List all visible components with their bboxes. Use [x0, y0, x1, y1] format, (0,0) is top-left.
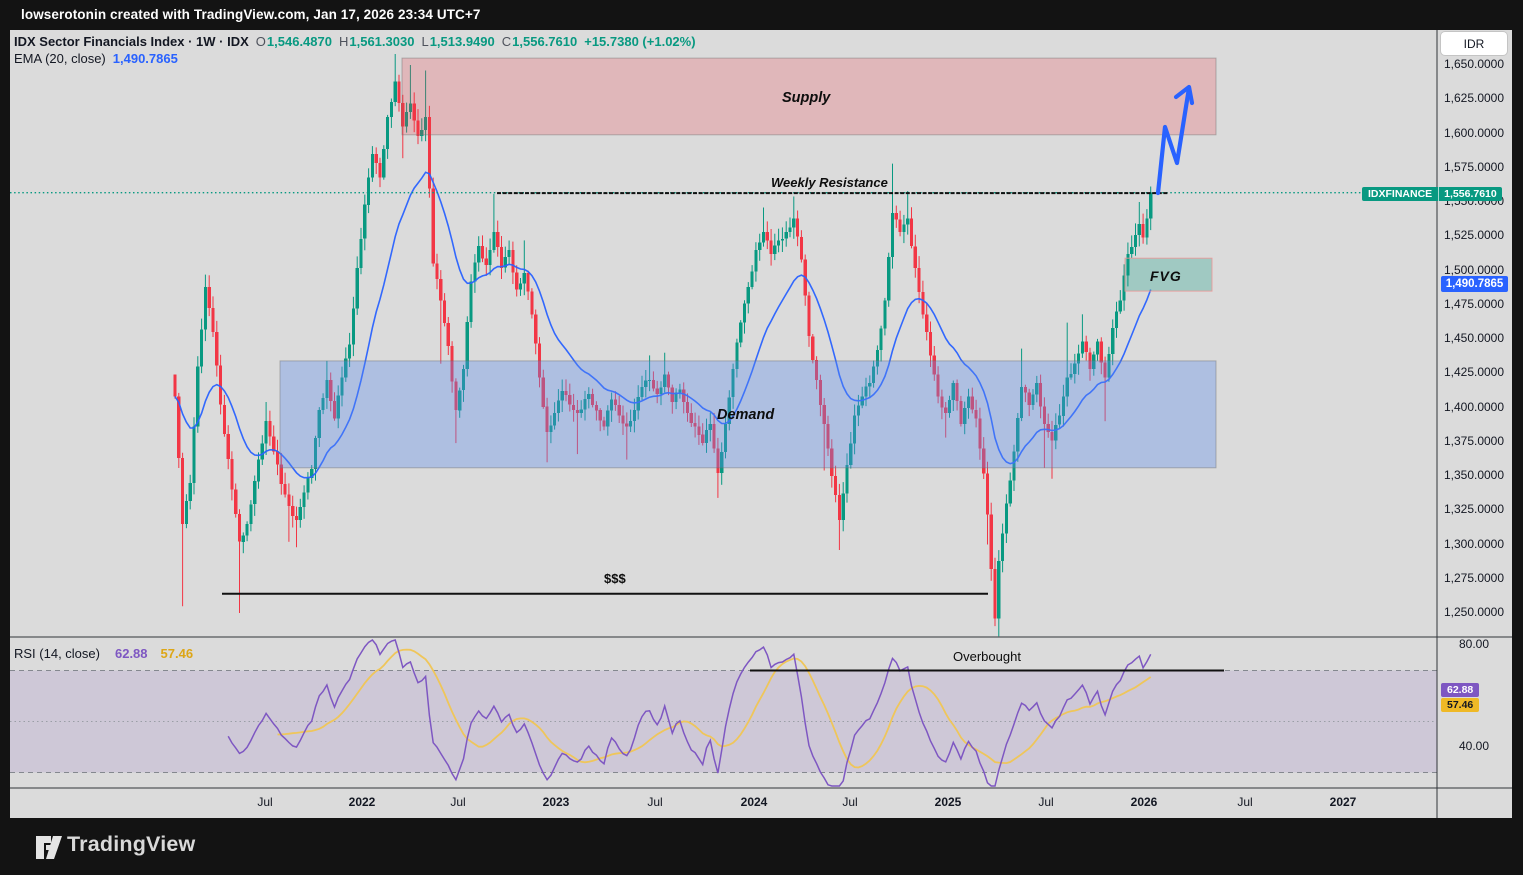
price-tick-label: 1,600.0000: [1443, 125, 1505, 140]
candlestick-series[interactable]: [173, 54, 1153, 637]
rsi-value-badge: 62.88: [1441, 683, 1480, 697]
price-tick-label: 1,500.0000: [1443, 262, 1505, 277]
time-tick-label: 2022: [348, 795, 376, 809]
last-price-value: 1,556.7610: [1444, 188, 1497, 200]
overbought-label[interactable]: Overbought: [953, 649, 1021, 664]
price-tick-label: 1,650.0000: [1443, 57, 1505, 71]
price-chart[interactable]: [10, 30, 1512, 818]
chart-panel[interactable]: [10, 30, 1512, 818]
price-tick-label: 1,250.0000: [1443, 605, 1505, 619]
time-tick-label: Jul: [450, 795, 466, 809]
rsi-ma-line: [277, 648, 1152, 769]
symbol-legend[interactable]: IDX Sector Financials Index · 1W · IDX O…: [14, 34, 696, 49]
pane-dividers: [10, 30, 1512, 818]
liquidity-label[interactable]: $$$: [604, 571, 626, 586]
time-tick-label: 2026: [1130, 795, 1158, 809]
price-tick-label: 1,350.0000: [1443, 468, 1505, 482]
tradingview-logo-icon: [36, 836, 62, 859]
time-tick-label: Jul: [257, 795, 273, 809]
fvg-zone[interactable]: [1124, 257, 1213, 292]
symbol-flag: IDXFINANCE: [1362, 187, 1440, 201]
tradingview-logo-text: TradingView: [67, 832, 196, 856]
ema-legend[interactable]: EMA (20, close) 1,490.7865: [14, 51, 178, 66]
ema-value: 1,490.7865: [112, 51, 178, 66]
price-tick-label: 1,625.0000: [1443, 91, 1505, 106]
price-tick-label: 1,450.0000: [1443, 331, 1505, 345]
time-tick-label: 2027: [1329, 795, 1357, 809]
price-tick-label: 1,375.0000: [1443, 433, 1505, 448]
ohlc-open: O1,546.4870: [255, 34, 332, 49]
rsi-band: [10, 670, 1437, 773]
time-tick-label: Jul: [647, 795, 663, 809]
supply-zone-label[interactable]: Supply: [782, 90, 831, 106]
price-tick-label: 1,400.0000: [1443, 399, 1505, 414]
ema-line[interactable]: [174, 171, 1152, 479]
price-tick-label: 1,325.0000: [1443, 502, 1505, 517]
rsi-tick-label: 40.00: [1458, 739, 1490, 753]
price-tick-label: 1,525.0000: [1443, 228, 1505, 243]
weekly-resistance-label[interactable]: Weekly Resistance: [771, 175, 888, 190]
attribution-text: lowserotonin created with TradingView.co…: [21, 7, 481, 22]
demand-zone[interactable]: [279, 360, 1217, 469]
price-tick-label: 1,475.0000: [1443, 296, 1505, 311]
rsi-ma-value: 57.46: [160, 646, 194, 661]
symbol-title[interactable]: IDX Sector Financials Index · 1W · IDX: [14, 34, 249, 49]
demand-zone-label[interactable]: Demand: [717, 407, 775, 423]
change-value: +15.7380 (+1.02%): [584, 34, 696, 49]
price-tick-label: 1,575.0000: [1443, 159, 1505, 174]
rsi-pane[interactable]: [10, 639, 1437, 787]
supply-zone[interactable]: [401, 57, 1217, 136]
price-tick-label: 1,300.0000: [1443, 536, 1505, 551]
price-tick-label: 1,425.0000: [1443, 365, 1505, 380]
time-tick-label: Jul: [1237, 795, 1253, 809]
currency-button[interactable]: IDR: [1441, 32, 1507, 55]
ohlc-close: C1,556.7610: [501, 34, 578, 49]
time-tick-label: Jul: [842, 795, 858, 809]
projection-arrow[interactable]: [1155, 84, 1195, 196]
ohlc-low: L1,513.9490: [421, 34, 495, 49]
ema-price-badge: 1,490.7865: [1441, 276, 1508, 292]
ohlc-high: H1,561.3030: [338, 34, 415, 49]
ema-label: EMA (20, close): [14, 51, 106, 66]
rsi-legend[interactable]: RSI (14, close) 62.88 57.46: [14, 646, 193, 661]
rsi-label: RSI (14, close): [14, 646, 100, 661]
time-tick-label: 2025: [934, 795, 962, 809]
rsi-tick-label: 80.00: [1458, 637, 1490, 651]
rsi-ma-value-badge: 57.46: [1441, 698, 1480, 712]
fvg-zone-label[interactable]: FVG: [1150, 268, 1182, 284]
time-tick-label: Jul: [1038, 795, 1054, 809]
price-tick-label: 1,275.0000: [1443, 570, 1505, 585]
time-tick-label: 2024: [740, 795, 768, 809]
rsi-value: 62.88: [114, 646, 148, 661]
rsi-line: [227, 639, 1152, 787]
time-tick-label: 2023: [542, 795, 570, 809]
last-price-badge: IDXFINANCE 1,556.7610: [1362, 187, 1502, 201]
